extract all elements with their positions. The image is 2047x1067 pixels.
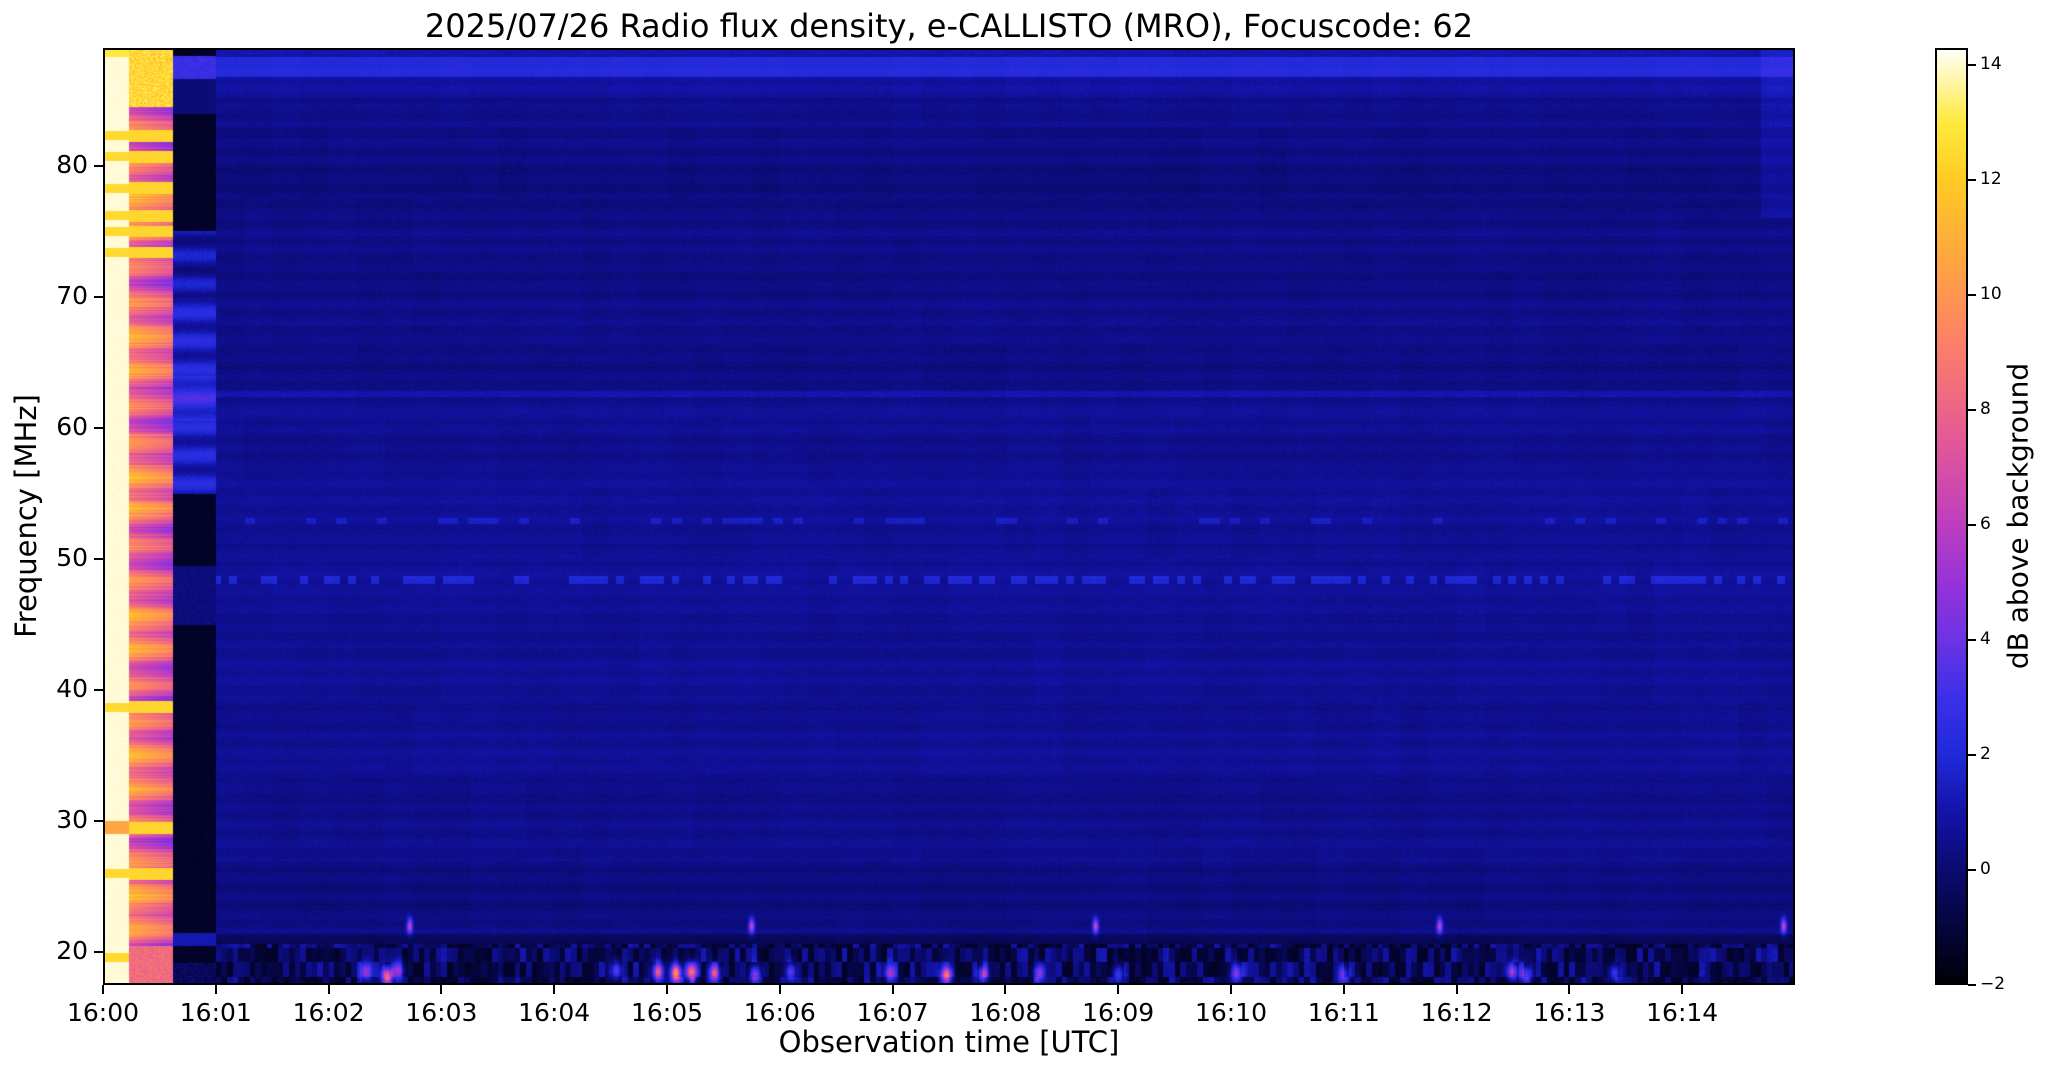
colorbar-tick-mark — [1968, 64, 1976, 67]
x-tick-label: 16:00 — [66, 998, 140, 1027]
x-tick-mark — [327, 985, 330, 994]
x-tick-mark — [1681, 985, 1684, 994]
y-tick-label: 50 — [56, 543, 88, 573]
colorbar-tick-mark — [1968, 984, 1976, 986]
x-tick-label: 16:04 — [518, 998, 591, 1027]
x-tick-label: 16:08 — [969, 998, 1042, 1027]
colorbar-tick-mark — [1968, 869, 1976, 872]
y-tick-mark — [94, 295, 103, 298]
x-tick-mark — [553, 985, 556, 994]
x-tick-label: 16:10 — [1194, 998, 1268, 1027]
colorbar-tick-mark — [1968, 409, 1976, 412]
x-tick-label: 16:03 — [405, 998, 478, 1027]
spectrogram-heatmap — [103, 48, 1795, 985]
colorbar-tick-label: 2 — [1980, 744, 1991, 765]
colorbar-tick-mark — [1968, 294, 1976, 297]
y-tick-mark — [94, 951, 103, 954]
colorbar-tick-label: −2 — [1980, 974, 2006, 994]
y-tick-mark — [94, 820, 103, 823]
x-tick-mark — [214, 985, 217, 994]
colorbar-tick-mark — [1968, 179, 1976, 182]
y-tick-label: 70 — [56, 280, 88, 310]
colorbar-tick-label: 10 — [1980, 284, 2002, 305]
colorbar-gradient — [1935, 48, 1968, 985]
x-tick-label: 16:13 — [1533, 998, 1606, 1027]
x-axis-label: Observation time [UTC] — [778, 1025, 1120, 1059]
colorbar-tick-mark — [1968, 754, 1976, 757]
x-tick-mark — [1455, 985, 1458, 994]
x-tick-mark — [1568, 985, 1571, 994]
colorbar-tick-label: 0 — [1980, 859, 1991, 880]
x-tick-mark — [1230, 985, 1232, 994]
x-tick-label: 16:06 — [743, 998, 816, 1027]
colorbar-tick-mark — [1968, 639, 1976, 642]
y-tick-label: 20 — [56, 936, 88, 966]
y-tick-label: 40 — [56, 674, 88, 704]
x-tick-mark — [778, 985, 781, 994]
colorbar-tick-label: 4 — [1980, 629, 1991, 650]
x-tick-mark — [891, 985, 894, 994]
x-tick-mark — [440, 985, 443, 994]
x-tick-label: 16:07 — [856, 998, 929, 1027]
colorbar-tick-label: 12 — [1980, 169, 2002, 190]
y-tick-mark — [94, 427, 103, 430]
chart-title: 2025/07/26 Radio flux density, e-CALLIST… — [424, 7, 1474, 45]
y-tick-label: 60 — [56, 412, 88, 442]
colorbar-tick-label: 6 — [1980, 514, 1991, 535]
y-tick-mark — [94, 689, 103, 692]
x-tick-mark — [666, 985, 668, 994]
x-tick-mark — [1004, 985, 1007, 994]
y-tick-label: 30 — [56, 805, 88, 835]
x-tick-mark — [102, 985, 104, 994]
x-tick-label: 16:05 — [630, 998, 704, 1027]
x-tick-mark — [1342, 985, 1345, 994]
colorbar-tick-mark — [1968, 524, 1976, 527]
colorbar-tick-label: 14 — [1980, 54, 2002, 75]
x-tick-label: 16:12 — [1420, 998, 1493, 1027]
y-tick-mark — [94, 558, 103, 561]
x-tick-mark — [1117, 985, 1120, 994]
y-tick-mark — [94, 164, 103, 167]
x-tick-label: 16:14 — [1646, 998, 1719, 1027]
colorbar-label: dB above background — [2001, 362, 2035, 670]
y-tick-label: 80 — [56, 149, 88, 179]
colorbar-tick-label: 8 — [1980, 399, 1991, 420]
x-tick-label: 16:09 — [1082, 998, 1155, 1027]
x-tick-label: 16:01 — [179, 998, 252, 1027]
x-tick-label: 16:02 — [292, 998, 365, 1027]
x-tick-label: 16:11 — [1307, 998, 1380, 1027]
